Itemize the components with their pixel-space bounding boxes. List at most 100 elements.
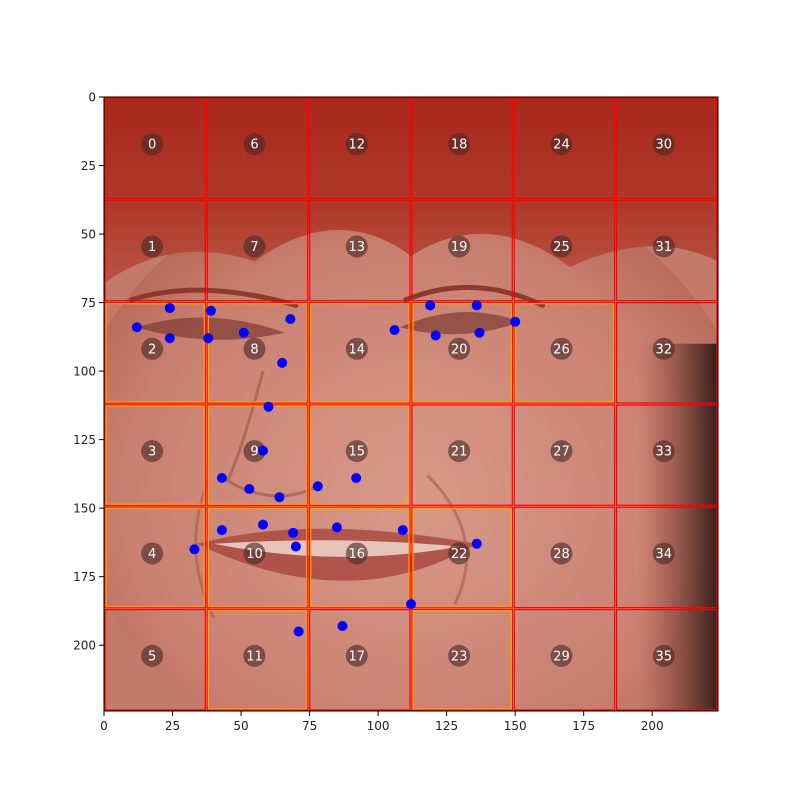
cell-label-bg-18 [448,133,471,156]
cell-label-bg-22 [448,542,471,565]
cell-label-4: 4 [148,547,156,562]
grid-cell-28 [513,506,616,609]
cell-label-12: 12 [349,138,366,153]
cell-label-29: 29 [553,649,570,664]
grid-cell-1 [104,199,206,302]
y-tick-label-125: 125 [73,433,96,447]
grid-cell-12 [309,97,411,199]
cell-label-bg-11 [243,644,266,667]
right-eye [400,312,521,335]
landmark-point-16 [216,473,227,484]
cell-label-2: 2 [148,342,156,357]
cell-label-bg-35 [652,644,675,667]
highlight-cell-2 [105,303,205,403]
highlight-cell-8 [207,303,308,403]
cell-label-bg-6 [243,133,266,156]
right-eyebrow [403,284,546,308]
grid-cell-15 [309,404,411,506]
y-tick-label-100: 100 [73,365,96,379]
highlight-cell-20 [412,303,512,403]
cell-labels: 0123456789101112131415161718192021222324… [141,133,675,667]
landmark-point-1 [164,303,175,314]
landmark-point-15 [257,445,268,456]
grid-cell-33 [616,404,718,506]
landmark-point-0 [131,322,142,333]
cell-label-bg-10 [243,542,266,565]
landmark-point-24 [288,527,299,538]
cell-label-bg-27 [550,440,573,463]
grid-cell-30 [616,97,718,199]
highlight-cell-11 [207,610,308,710]
grid-cell-25 [513,199,616,302]
grid-cell-6 [206,97,309,199]
highlight-cell-10 [207,507,308,608]
cell-label-bg-25 [550,235,573,258]
grid-cell-21 [411,404,513,506]
landmark-point-8 [389,324,400,335]
grid-cell-3 [104,404,206,506]
cell-label-9: 9 [250,445,258,460]
landmark-point-2 [164,333,175,344]
cell-label-bg-21 [448,440,471,463]
cell-label-35: 35 [656,649,673,664]
y-tick-label-75: 75 [81,296,96,310]
cell-label-6: 6 [250,138,258,153]
cell-label-bg-9 [243,440,266,463]
landmark-point-31 [337,621,348,632]
cell-label-bg-5 [141,644,164,667]
cell-label-bg-30 [652,133,675,156]
cell-label-19: 19 [451,240,468,255]
landmark-point-7 [277,357,288,368]
cell-label-25: 25 [553,240,570,255]
grid-cell-14 [309,302,411,404]
cell-label-bg-4 [141,542,164,565]
grid-cell-7 [206,199,309,302]
cell-label-33: 33 [656,445,673,460]
highlight-cell-4 [105,507,205,608]
cell-label-bg-26 [550,337,573,360]
grid-cell-13 [309,199,411,302]
grid-cell-8 [206,302,309,404]
cell-label-bg-14 [345,337,368,360]
grid-cell-22 [411,506,513,609]
landmark-point-21 [189,544,200,555]
cell-label-bg-2 [141,337,164,360]
grid-cell-19 [411,199,513,302]
landmark-point-28 [471,538,482,549]
x-tick-label-175: 175 [572,719,595,733]
cell-label-bg-32 [652,337,675,360]
x-tick-label-100: 100 [367,719,390,733]
cell-label-8: 8 [250,342,258,357]
x-tick-label-0: 0 [100,719,108,733]
landmark-point-18 [274,492,285,503]
landmark-point-27 [397,525,408,536]
cell-label-bg-13 [345,235,368,258]
highlight-cell-14 [310,303,410,403]
cell-label-3: 3 [148,445,156,460]
landmark-point-17 [244,483,255,494]
grid-cell-4 [104,506,206,609]
landmark-point-14 [263,401,274,412]
cell-label-22: 22 [451,547,468,562]
y-tick-label-175: 175 [73,570,96,584]
landmark-point-10 [430,330,441,341]
landmark-point-23 [257,519,268,530]
plot-frame [103,96,719,712]
highlight-cell-23 [412,610,512,710]
cell-label-bg-31 [652,235,675,258]
grid-cell-31 [616,199,718,302]
cell-label-bg-33 [652,440,675,463]
x-tick-label-75: 75 [302,719,317,733]
cell-label-26: 26 [553,342,570,357]
cell-label-bg-23 [448,644,471,667]
grid-cell-5 [104,609,206,711]
landmark-point-9 [425,300,436,311]
highlight-cell-9 [207,405,308,505]
y-tick-label-150: 150 [73,502,96,516]
cell-label-bg-0 [141,133,164,156]
cell-label-bg-20 [448,337,471,360]
cell-label-28: 28 [553,547,570,562]
grid-cell-29 [513,609,616,711]
grid-cell-18 [411,97,513,199]
grid-cell-9 [206,404,309,506]
